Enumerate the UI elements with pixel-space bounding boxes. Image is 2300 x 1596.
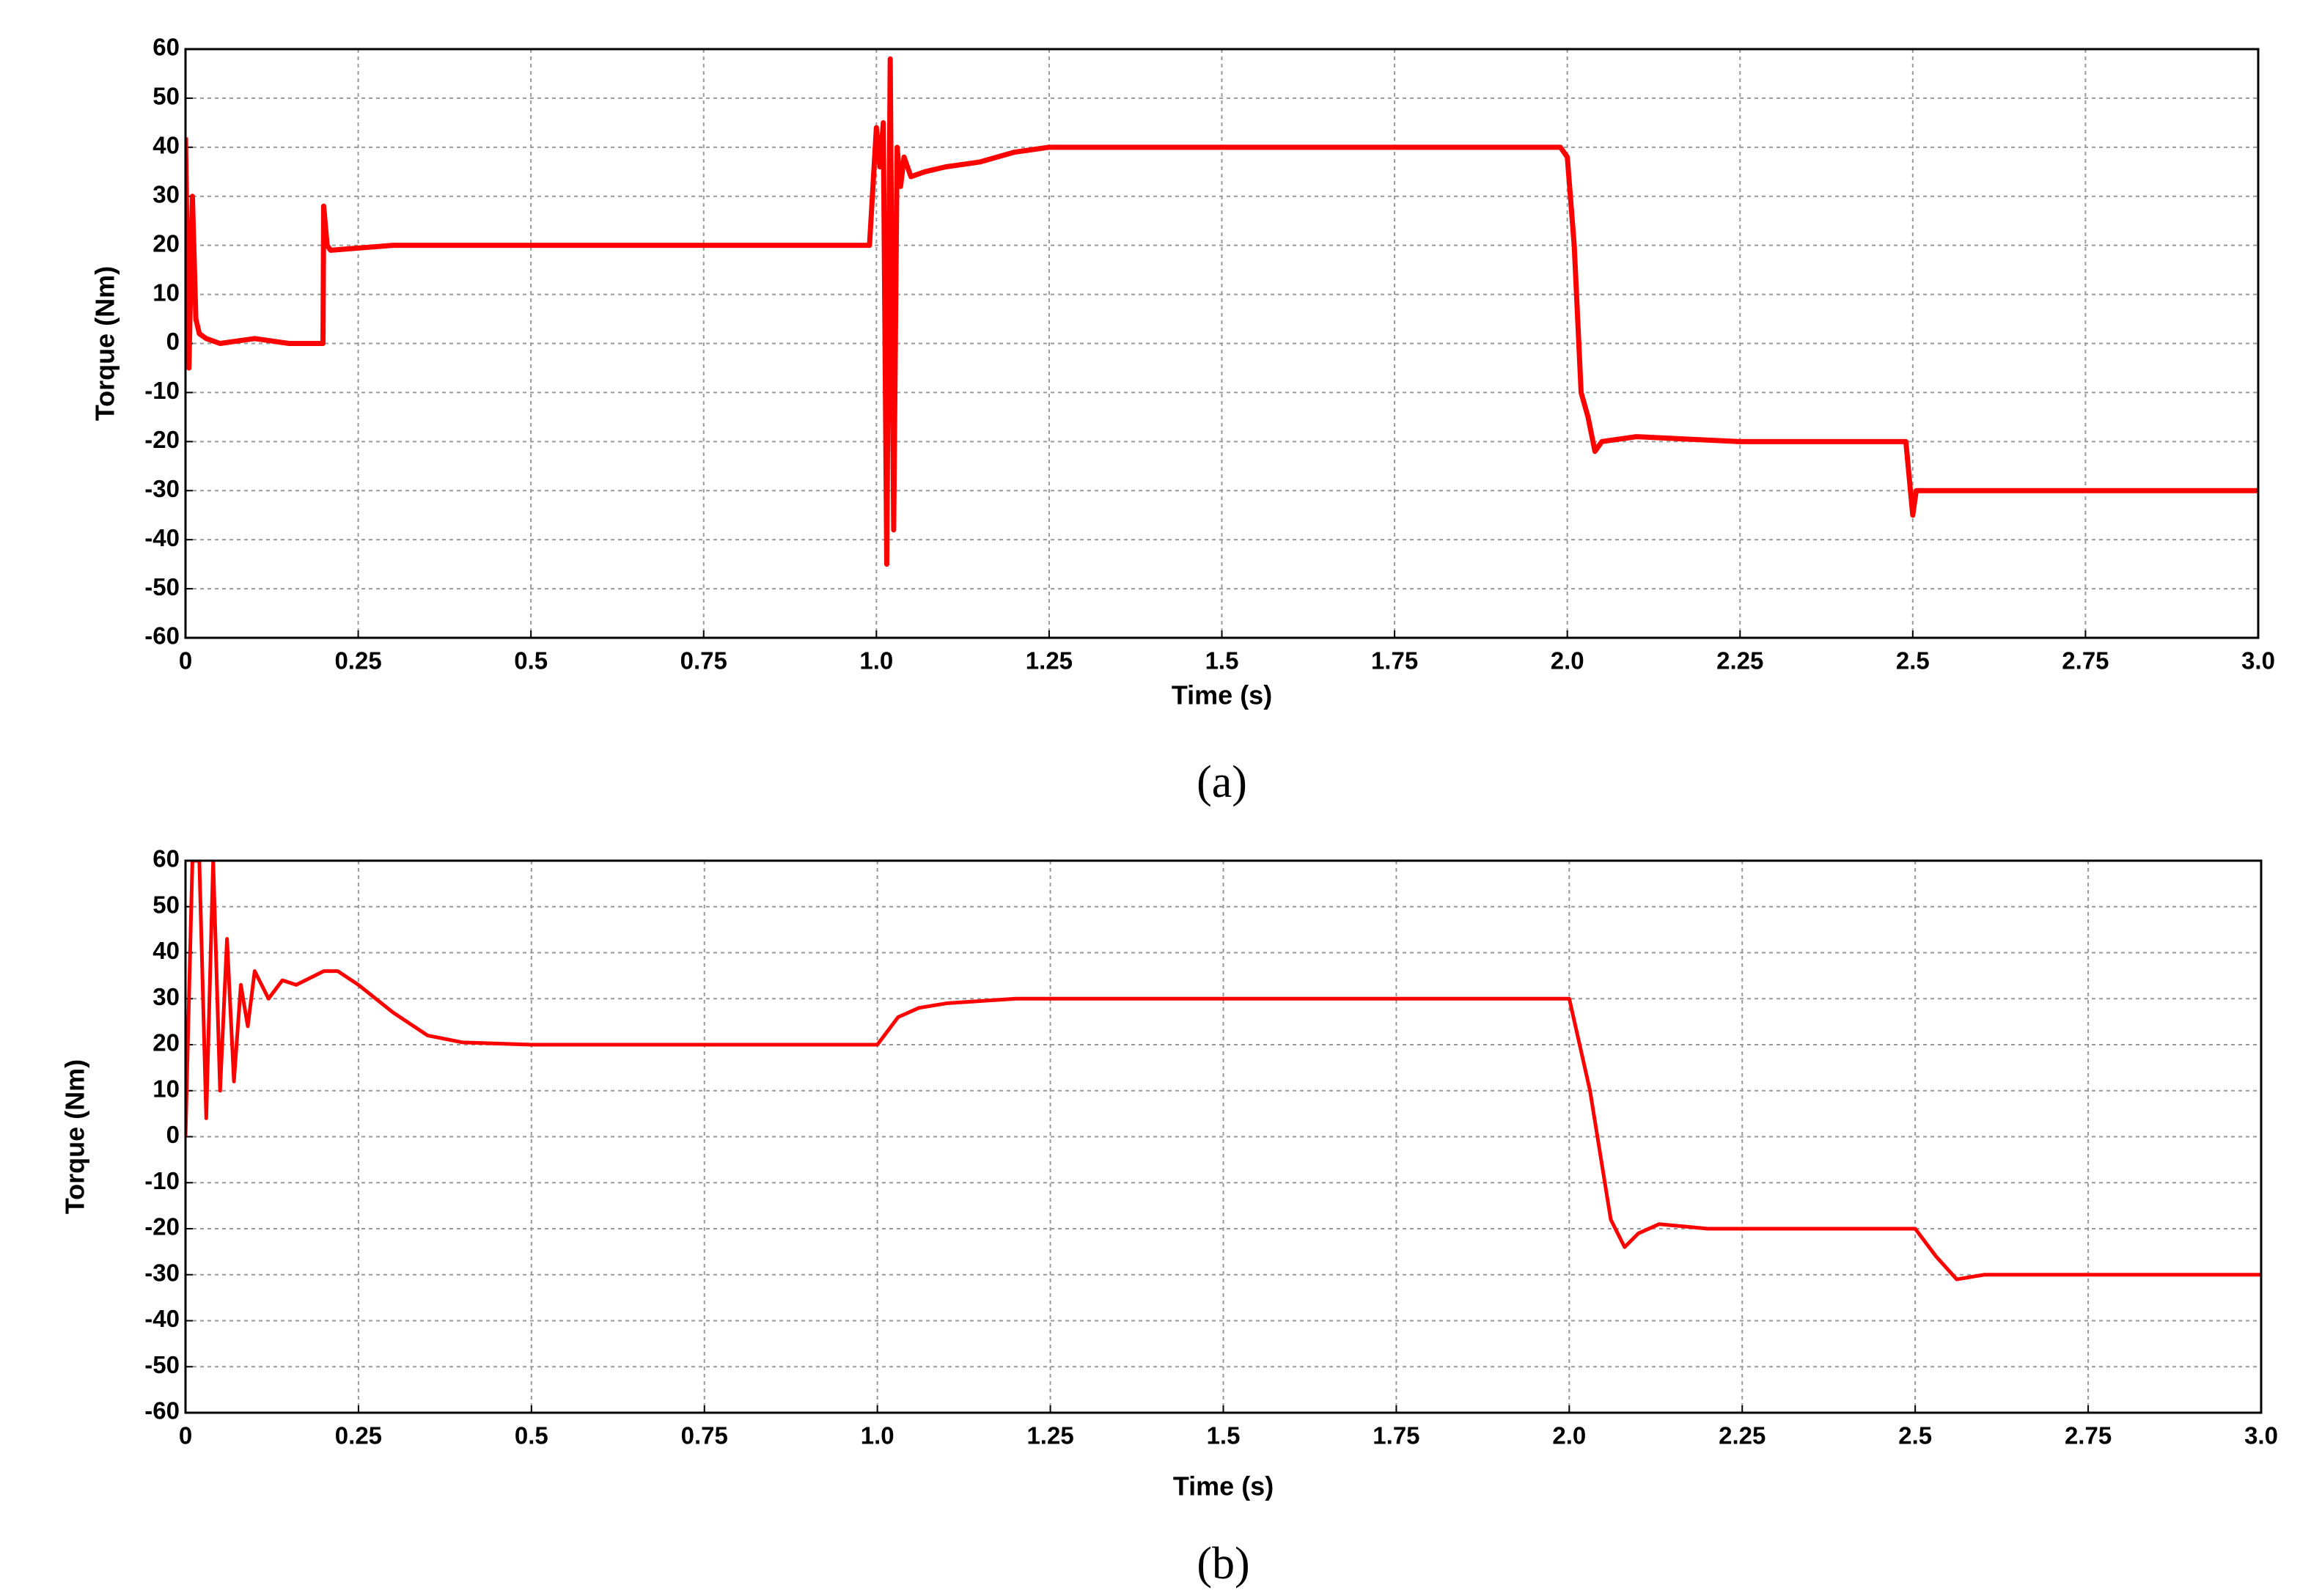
y-tick-label: -40 xyxy=(144,1305,180,1332)
y-tick-label: 60 xyxy=(153,845,180,872)
y-tick-label: -30 xyxy=(144,1259,180,1286)
x-tick-label: 2.25 xyxy=(1719,1422,1766,1449)
y-tick-label: 50 xyxy=(153,891,180,918)
y-tick-label: 10 xyxy=(153,1075,180,1102)
x-tick-label: 0.25 xyxy=(334,647,381,674)
x-tick-label: 2.0 xyxy=(1551,647,1584,674)
y-tick-label: 0 xyxy=(166,1121,180,1148)
chart: -60 -50 -40 -30 -20 -10 0 10 20 30 40 50 60 0 0.25 0.5 0… xyxy=(90,34,2275,808)
plot-frame xyxy=(184,48,2260,639)
y-tick-label: -10 xyxy=(144,377,180,404)
x-tick-label: 2.0 xyxy=(1552,1422,1586,1449)
y-tick-label: -60 xyxy=(144,1397,180,1424)
x-tick-label: 1.5 xyxy=(1205,647,1239,674)
caption: (a) xyxy=(1197,757,1247,807)
x-tick-label: 1.25 xyxy=(1026,1422,1073,1449)
x-tick-label: 0.25 xyxy=(335,1422,382,1449)
chart: -60 -50 -40 -30 -20 -10 0 10 20 30 40 50 60 0 0.25 0.5 0… xyxy=(60,845,2278,1589)
x-tick-label: 0.5 xyxy=(515,1422,548,1449)
y-tick-label: -20 xyxy=(144,1213,180,1240)
x-tick-label: 2.5 xyxy=(1896,647,1930,674)
x-tick-label: 3.0 xyxy=(2241,647,2275,674)
x-tick-label: 1.75 xyxy=(1373,1422,1419,1449)
x-axis-label: Time (s) xyxy=(1173,1471,1274,1501)
y-axis-label: Torque (Nm) xyxy=(90,266,120,421)
plot-frame xyxy=(184,859,2263,1414)
x-tick-label: 1.75 xyxy=(1371,647,1418,674)
y-tick-label: 40 xyxy=(153,937,180,964)
x-tick-label: 0.75 xyxy=(680,647,727,674)
data-line xyxy=(185,56,2258,567)
y-axis-label: Torque (Nm) xyxy=(60,1059,90,1214)
y-tick-label: -50 xyxy=(144,573,180,600)
y-tick-label: -30 xyxy=(144,475,180,502)
y-tick-label: 20 xyxy=(153,229,180,257)
x-tick-label: 0.75 xyxy=(681,1422,728,1449)
x-tick-label: 1.0 xyxy=(861,1422,894,1449)
y-tick-label: -20 xyxy=(144,426,180,453)
y-tick-label: 30 xyxy=(153,983,180,1010)
x-tick-label: 2.5 xyxy=(1898,1422,1932,1449)
data-line xyxy=(185,861,2261,1281)
y-tick-label: 40 xyxy=(153,132,180,159)
y-tick-label: 20 xyxy=(153,1029,180,1056)
y-tick-label: -10 xyxy=(144,1167,180,1194)
x-tick-label: 1.0 xyxy=(859,647,893,674)
x-tick-label: 2.75 xyxy=(2065,1422,2112,1449)
y-tick-label: -60 xyxy=(144,622,180,650)
y-tick-label: -50 xyxy=(144,1351,180,1378)
y-tick-label: 60 xyxy=(153,34,180,61)
x-tick-label: 2.25 xyxy=(1716,647,1763,674)
x-tick-label: 3.0 xyxy=(2244,1422,2278,1449)
y-tick-label: 50 xyxy=(153,83,180,110)
x-tick-label: 2.75 xyxy=(2062,647,2109,674)
y-tick-label: 30 xyxy=(153,180,180,207)
x-tick-label: 1.5 xyxy=(1207,1422,1241,1449)
y-tick-label: -40 xyxy=(144,524,180,551)
x-tick-label: 0.5 xyxy=(514,647,548,674)
y-tick-label: 0 xyxy=(166,328,180,355)
x-tick-label: 1.25 xyxy=(1026,647,1073,674)
caption: (b) xyxy=(1197,1539,1249,1589)
x-tick-label: 0 xyxy=(179,1422,192,1449)
x-tick-label: 0 xyxy=(179,647,192,674)
y-tick-label: 10 xyxy=(153,279,180,306)
x-axis-label: Time (s) xyxy=(1172,680,1272,710)
